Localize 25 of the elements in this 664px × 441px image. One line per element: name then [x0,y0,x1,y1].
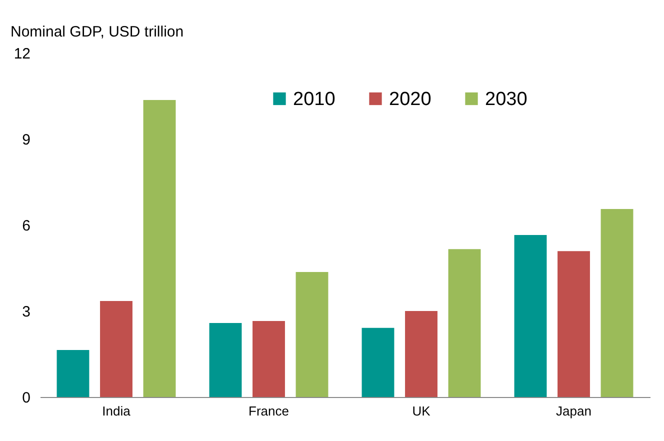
y-tick-label: 6 [22,218,30,234]
bar [296,272,328,397]
bar [56,350,90,397]
bar [405,311,438,397]
y-tick-label: 3 [22,304,30,320]
bar [252,321,285,397]
bar [100,300,132,397]
x-tick-label: India [102,404,132,418]
legend-label: 2010 [293,88,336,110]
bar [448,249,481,397]
y-tick-label: 9 [22,132,30,148]
y-tick-label: 12 [14,46,30,62]
bar [143,100,176,397]
legend-label: 2030 [485,88,528,110]
y-tick-label: 0 [22,390,30,406]
bar [209,323,242,397]
bar [558,251,590,397]
x-tick-label: Japan [556,404,592,418]
y-axis-title: Nominal GDP, USD trillion [10,24,184,40]
x-tick-label: UK [412,404,431,418]
bar [362,328,394,397]
bar [600,208,634,397]
legend-label: 2020 [389,88,432,110]
bar [514,235,547,397]
x-tick-label: France [248,404,289,418]
